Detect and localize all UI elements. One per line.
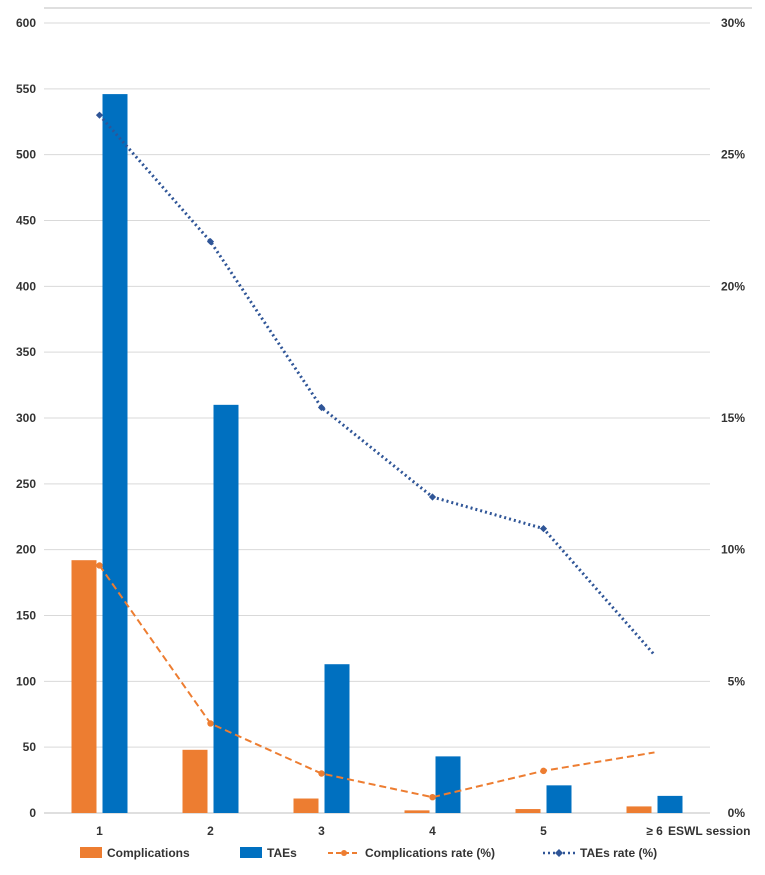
left-tick-label: 500 bbox=[16, 148, 36, 162]
complications-bar bbox=[293, 798, 319, 813]
taes-rate-point bbox=[206, 237, 215, 246]
x-tick-label: 5 bbox=[540, 824, 547, 838]
complications-rate-point bbox=[96, 562, 103, 569]
left-axis-ticks: 0 50 100 150 200 250 300 350 400 450 500 550 600 bbox=[16, 16, 36, 820]
complications-bar bbox=[515, 809, 541, 813]
left-tick-label: 300 bbox=[16, 411, 36, 425]
bars bbox=[71, 94, 683, 814]
x-axis-title: ESWL session bbox=[668, 824, 750, 838]
right-tick-label: 20% bbox=[721, 279, 745, 293]
legend-marker bbox=[555, 849, 563, 857]
x-tick-label: 3 bbox=[318, 824, 325, 838]
left-tick-label: 600 bbox=[16, 16, 36, 30]
complications-bar bbox=[404, 810, 430, 813]
taes-bar bbox=[435, 756, 461, 813]
taes-bar bbox=[546, 785, 572, 813]
complications-rate-point bbox=[429, 794, 436, 801]
left-tick-label: 350 bbox=[16, 345, 36, 359]
legend: Complications TAEs Complications rate (%) T… bbox=[80, 846, 657, 860]
legend-swatch bbox=[240, 847, 262, 858]
x-tick-label: ≥ 6 bbox=[646, 824, 663, 838]
complications-rate-line bbox=[98, 564, 655, 799]
taes-bar bbox=[657, 795, 683, 813]
complications-rate-point bbox=[318, 770, 325, 777]
taes-bar bbox=[324, 664, 350, 813]
rate-lines bbox=[95, 111, 656, 801]
taes-rate-point bbox=[539, 525, 548, 533]
taes-rate-point bbox=[428, 493, 437, 501]
legend-label: TAEs bbox=[267, 846, 297, 860]
right-tick-label: 25% bbox=[721, 148, 745, 162]
legend-label: Complications bbox=[107, 846, 190, 860]
x-axis-ticks: 1 2 3 4 5 ≥ 6 bbox=[96, 824, 663, 838]
right-tick-label: 0% bbox=[728, 806, 746, 820]
x-tick-label: 1 bbox=[96, 824, 103, 838]
gridlines bbox=[44, 22, 710, 814]
x-tick-label: 4 bbox=[429, 824, 436, 838]
left-tick-label: 50 bbox=[23, 740, 37, 754]
complications-bar bbox=[182, 749, 208, 813]
right-tick-label: 30% bbox=[721, 16, 745, 30]
taes-rate-point bbox=[95, 111, 104, 119]
taes-rate-line bbox=[98, 114, 656, 656]
left-tick-label: 450 bbox=[16, 214, 36, 228]
left-tick-label: 150 bbox=[16, 609, 36, 623]
left-tick-label: 100 bbox=[16, 674, 36, 688]
left-tick-label: 250 bbox=[16, 477, 36, 491]
left-tick-label: 200 bbox=[16, 543, 36, 557]
taes-bar bbox=[102, 94, 128, 814]
right-axis-ticks: 0% 5% 10% 15% 20% 25% 30% bbox=[721, 16, 745, 820]
left-tick-label: 0 bbox=[29, 806, 36, 820]
legend-label: Complications rate (%) bbox=[365, 846, 495, 860]
right-tick-label: 10% bbox=[721, 543, 745, 557]
legend-marker bbox=[341, 850, 347, 856]
x-tick-label: 2 bbox=[207, 824, 214, 838]
right-tick-label: 15% bbox=[721, 411, 745, 425]
legend-label: TAEs rate (%) bbox=[580, 846, 657, 860]
complications-bar bbox=[71, 560, 97, 813]
right-tick-label: 5% bbox=[728, 674, 746, 688]
complications-rate-point bbox=[540, 767, 547, 775]
left-tick-label: 550 bbox=[16, 82, 36, 96]
complications-rate-point bbox=[207, 720, 214, 727]
left-tick-label: 400 bbox=[16, 279, 36, 293]
complications-bar bbox=[626, 806, 652, 813]
taes-bar bbox=[213, 404, 239, 813]
legend-swatch bbox=[80, 847, 102, 858]
taes-rate-point bbox=[317, 403, 326, 412]
